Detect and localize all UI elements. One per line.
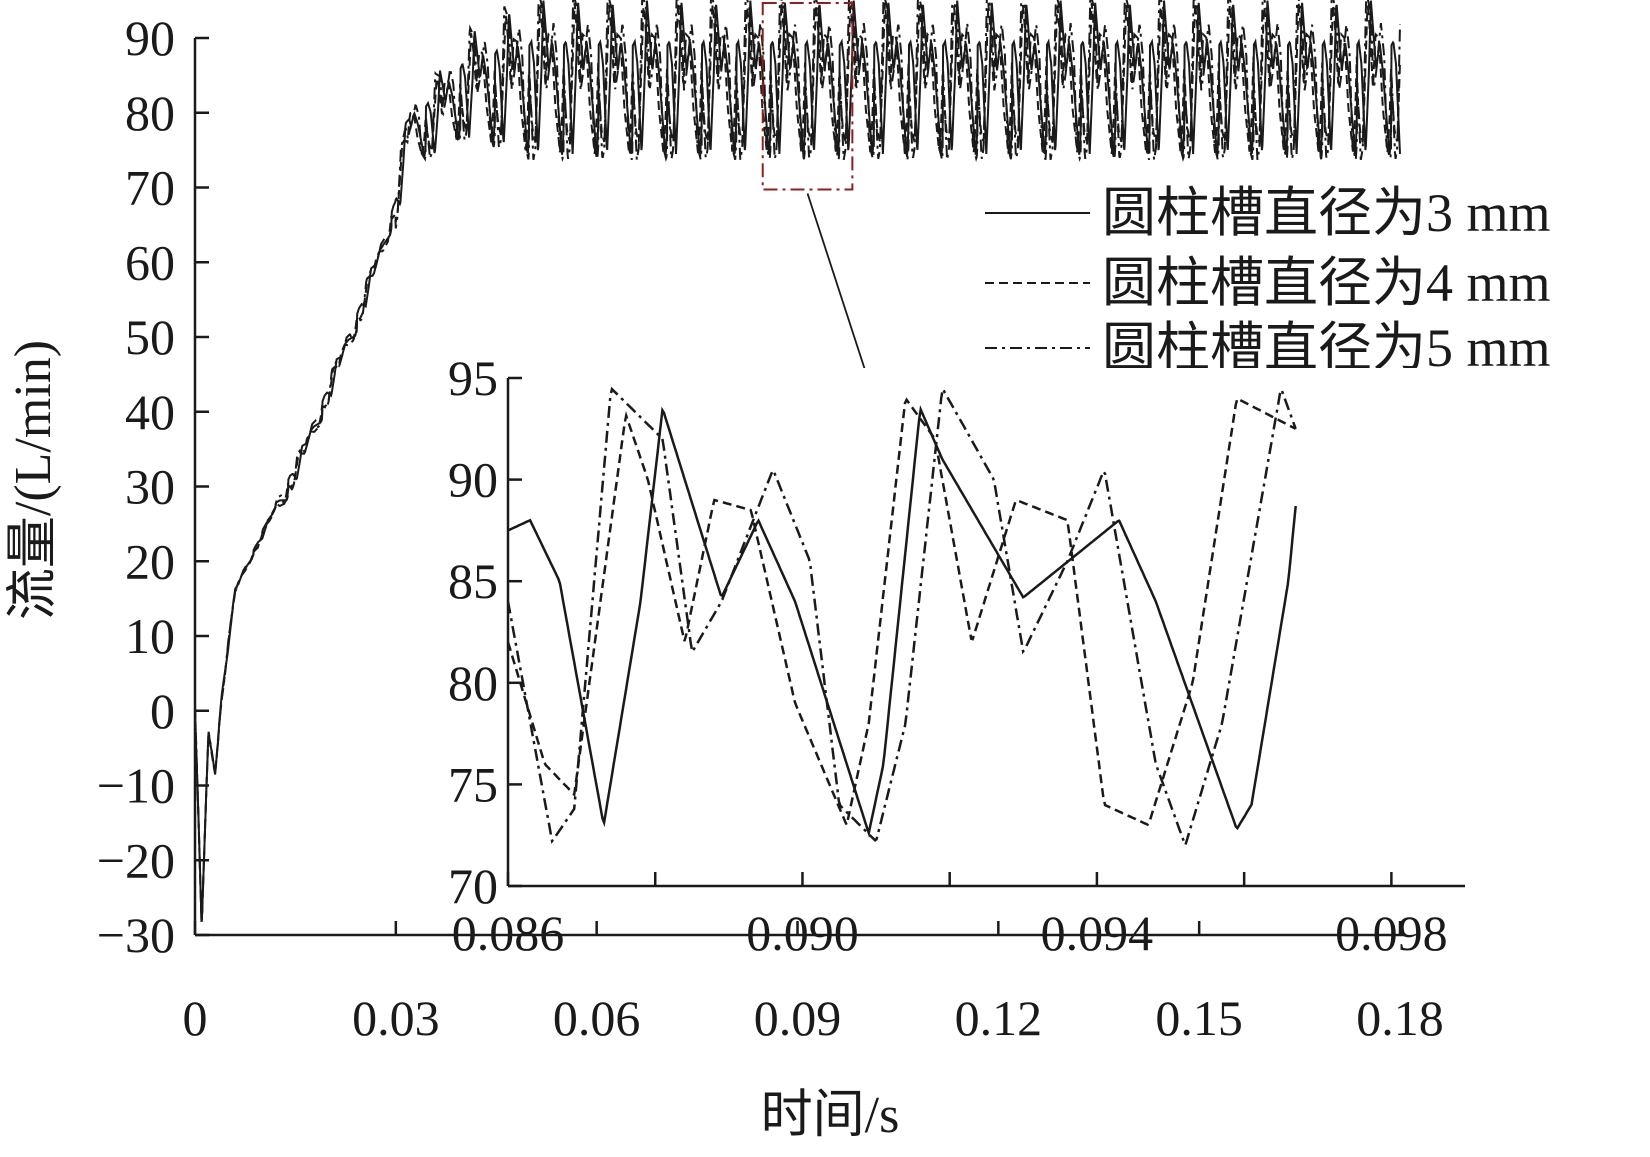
x-tick-label: 0.12 xyxy=(955,990,1043,1046)
y-tick-label: −20 xyxy=(97,832,175,888)
inset-y-tick-label: 75 xyxy=(448,756,498,812)
y-tick-label: 0 xyxy=(150,683,175,739)
y-tick-label: 60 xyxy=(125,234,175,290)
inset-plot: 70 75 80 85 90 95 0.086 0.090 0.094 0.098 xyxy=(448,350,1473,961)
y-tick-label: −10 xyxy=(97,758,175,814)
y-tick-label: 20 xyxy=(125,533,175,589)
y-tick-label: 80 xyxy=(125,85,175,141)
inset-x-tick-label: 0.098 xyxy=(1335,905,1448,961)
y-tick-label: 40 xyxy=(125,384,175,440)
x-axis-label: 时间/s xyxy=(761,1087,900,1144)
inset-y-tick-label: 85 xyxy=(448,553,498,609)
inset-y-tick-label: 80 xyxy=(448,655,498,711)
y-tick-label: 90 xyxy=(125,10,175,66)
zoom-region-box xyxy=(761,2,854,191)
inset-y-tick-label: 90 xyxy=(448,452,498,508)
x-tick-label: 0.06 xyxy=(553,990,641,1046)
y-axis-label: 流量/(L/min) xyxy=(5,340,62,620)
inset-series-line-1 xyxy=(507,405,1297,838)
series-line-1 xyxy=(194,0,1401,921)
x-tick-label: 0 xyxy=(183,990,208,1046)
inset-series-line-2 xyxy=(506,396,1297,829)
legend-label-1: 圆柱槽直径为3 mm xyxy=(1102,183,1551,243)
inset-x-tick-label: 0.090 xyxy=(746,905,859,961)
y-tick-label: 10 xyxy=(125,608,175,664)
inset-background xyxy=(508,368,1473,886)
series-line-3 xyxy=(194,0,1401,923)
y-tick-label: −30 xyxy=(97,907,175,963)
inset-x-tick-label: 0.086 xyxy=(452,905,565,961)
inset-y-tick-label: 95 xyxy=(448,350,498,406)
y-tick-label: 70 xyxy=(125,160,175,216)
x-tick-label: 0.15 xyxy=(1155,990,1243,1046)
inset-series-line-3 xyxy=(506,385,1297,849)
main-plot: −30 −20 −10 0 10 20 30 40 50 60 70 80 90 0 0.03 0.06 0.0… xyxy=(97,0,1444,1046)
x-tick-label: 0.03 xyxy=(352,990,440,1046)
x-tick-label: 0.09 xyxy=(754,990,842,1046)
y-tick-label: 30 xyxy=(125,459,175,515)
inset-y-tick-label: 70 xyxy=(448,858,498,914)
inset-x-tick-label: 0.094 xyxy=(1041,905,1154,961)
y-tick-label: 50 xyxy=(125,309,175,365)
legend-label-2: 圆柱槽直径为4 mm xyxy=(1102,253,1551,313)
x-tick-label: 0.18 xyxy=(1356,990,1444,1046)
